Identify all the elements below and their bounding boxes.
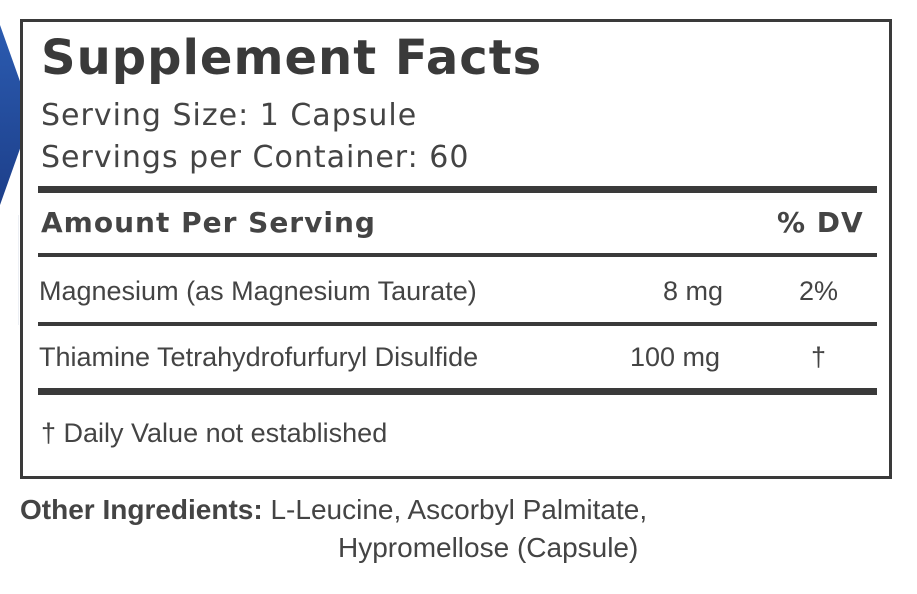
divider [38,322,877,326]
divider-thick [38,388,877,395]
nutrient-name: Thiamine Tetrahydrofurfuryl Disulfide [39,342,479,372]
dv-header: % DV [777,206,864,239]
other-ingredients-line1: L-Leucine, Ascorbyl Palmitate, [270,494,648,525]
divider-thick [38,186,877,193]
nutrient-amount: 8 mg [663,276,724,306]
decorative-lines [0,215,19,325]
nutrient-amount: 100 mg [630,342,721,372]
other-ingredients-line2: Hypromellose (Capsule) [338,532,639,563]
nutrient-name: Magnesium (as Magnesium Taurate) [39,276,477,306]
divider [38,253,877,257]
serving-size: Serving Size: 1 Capsule [41,98,418,133]
amount-per-serving-header: Amount Per Serving [41,206,376,239]
other-ingredients: Other Ingredients: L-Leucine, Ascorbyl P… [20,494,647,526]
supplement-facts-panel: Supplement Facts Serving Size: 1 Capsule… [20,19,892,479]
other-ingredients-label: Other Ingredients: [20,494,263,525]
footnote: † Daily Value not established [41,418,388,448]
nutrient-dv: 2% [799,276,839,306]
panel-title: Supplement Facts [41,30,543,86]
servings-per-container: Servings per Container: 60 [41,140,470,175]
nutrient-dv: † [811,342,827,372]
